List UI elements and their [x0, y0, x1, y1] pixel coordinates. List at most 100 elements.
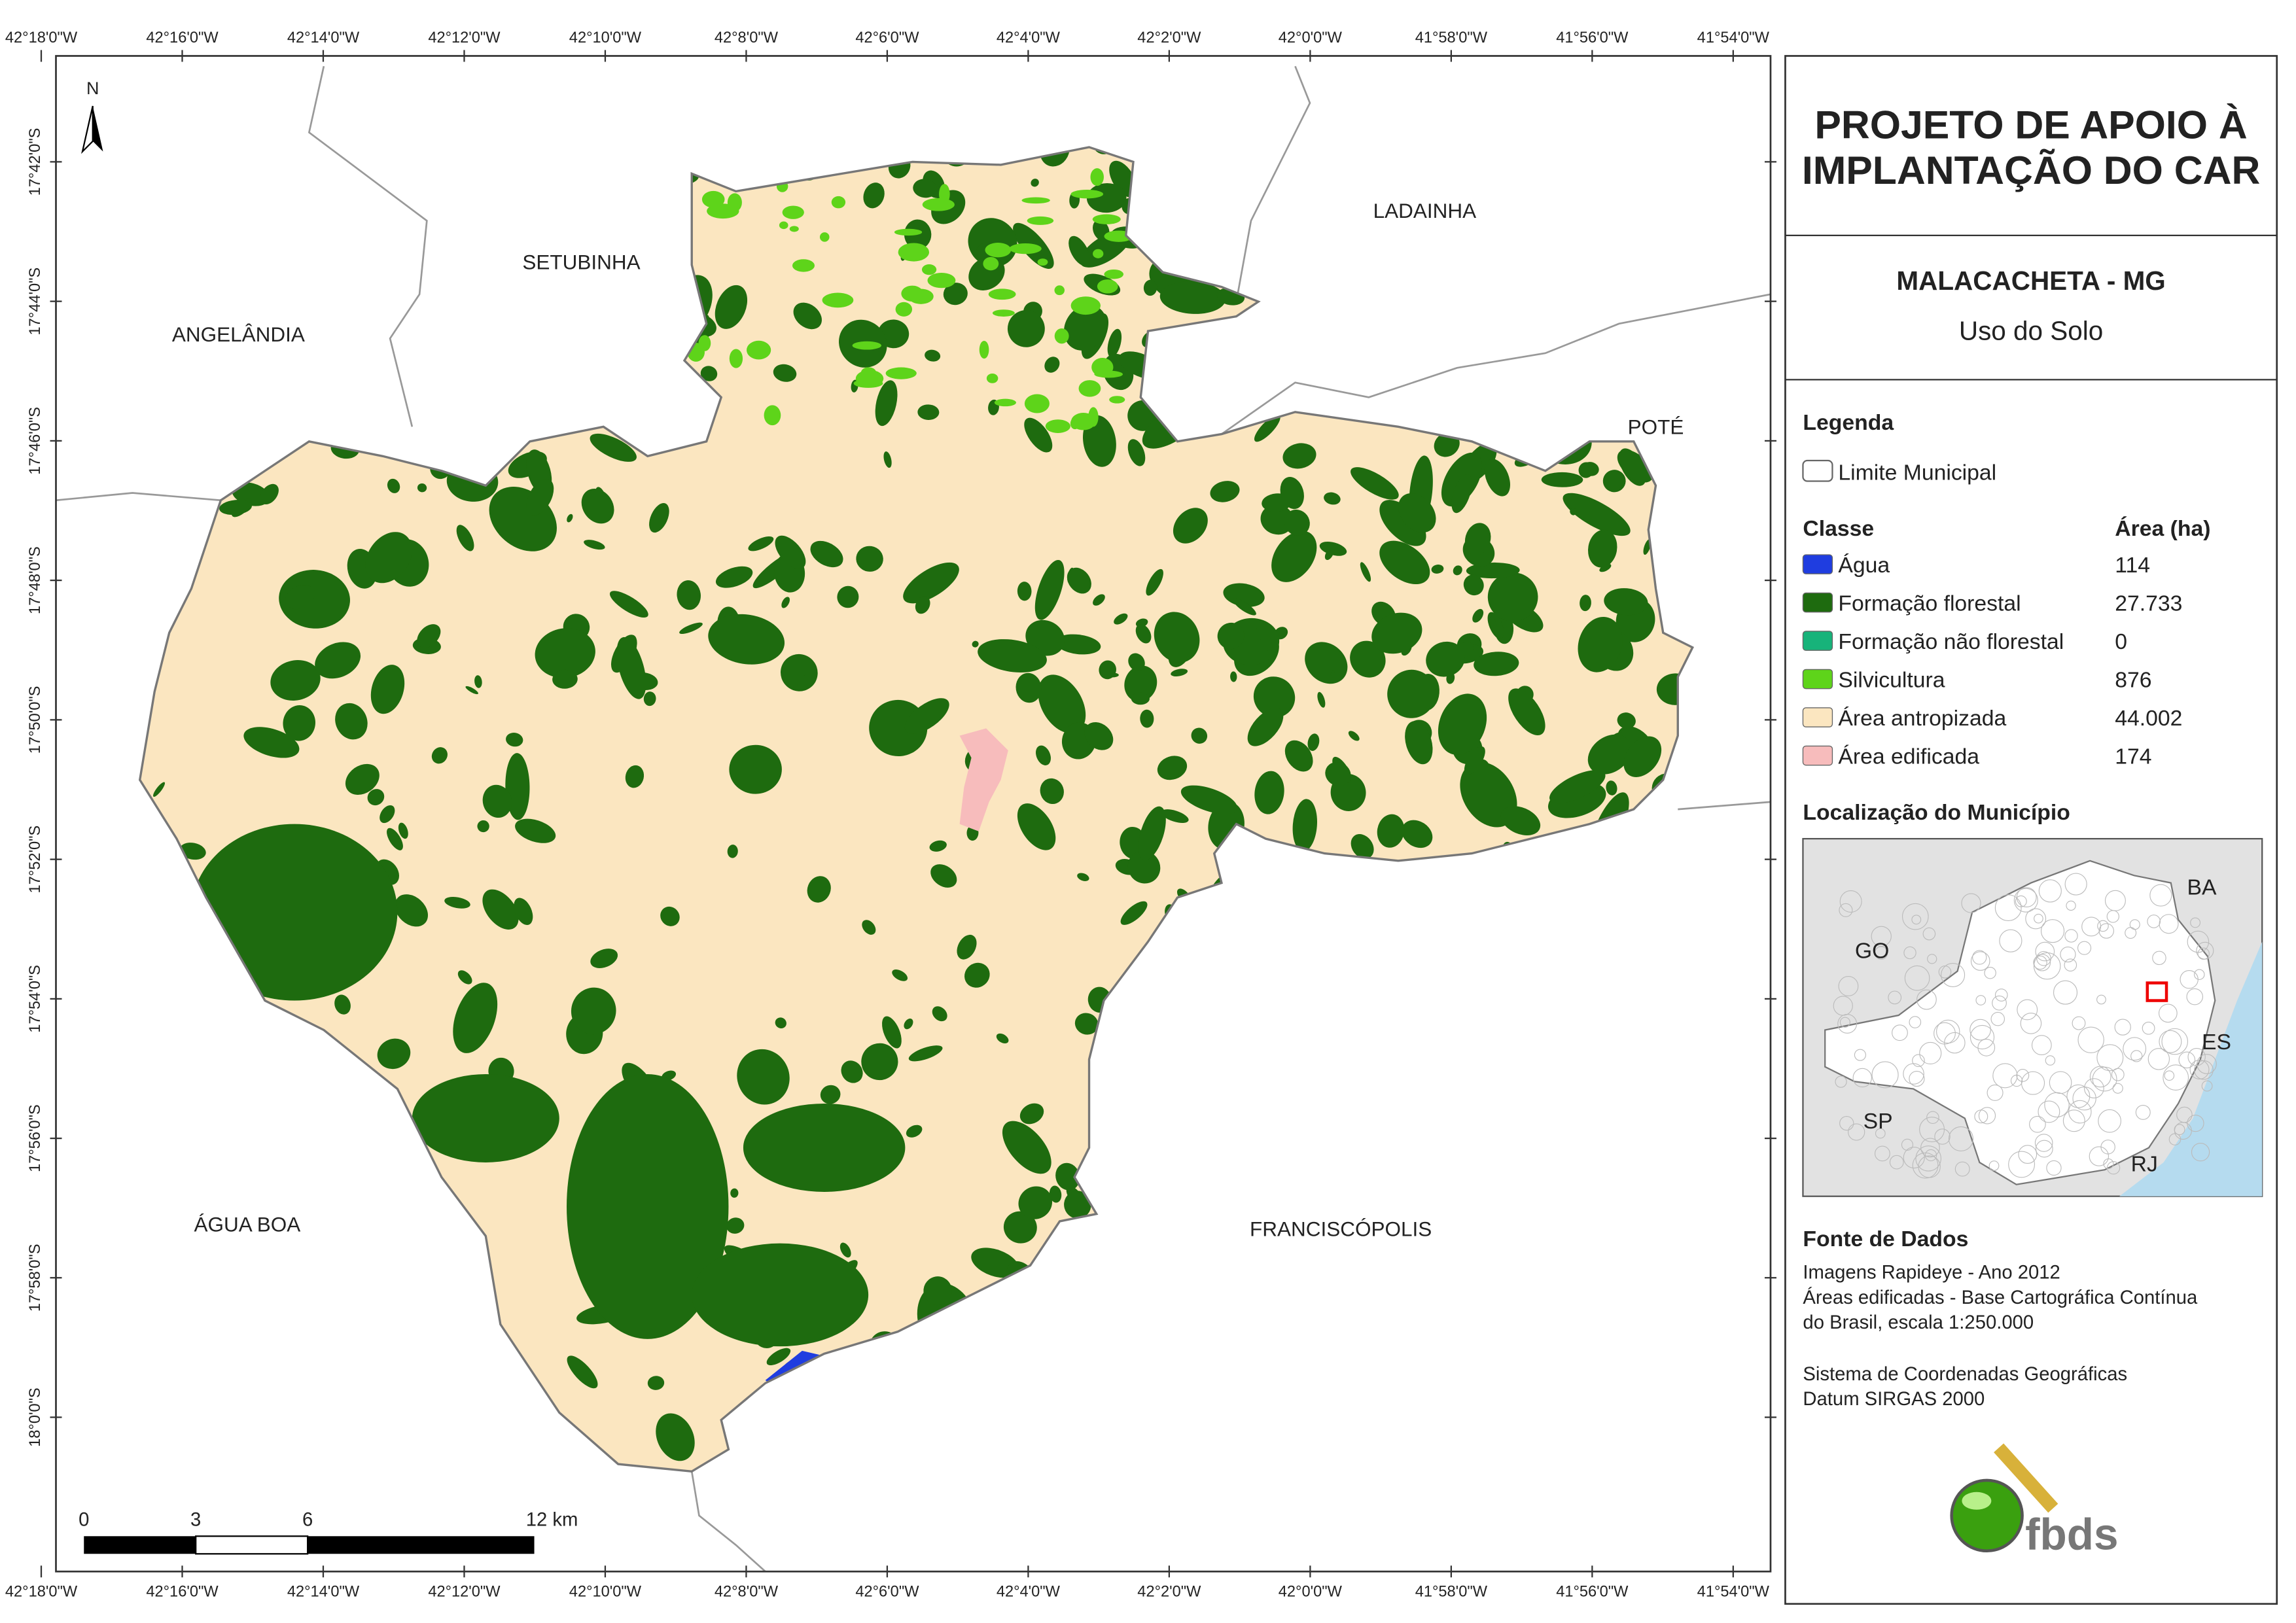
- forest-patch: [191, 824, 398, 1001]
- inset-municipality: [1874, 1145, 1890, 1162]
- silviculture-patch: [792, 259, 815, 272]
- silviculture-patch: [1070, 417, 1080, 430]
- inset-municipality: [2025, 908, 2047, 930]
- graticule-label: 41°58'0"W: [1415, 29, 1488, 46]
- forest-patch: [1292, 799, 1318, 852]
- forest-patch: [1271, 531, 1317, 582]
- inset-municipality: [1920, 1138, 1940, 1158]
- forest-patch: [957, 934, 977, 960]
- inset-municipality: [2049, 1071, 2072, 1094]
- inset-municipality: [1909, 1070, 1925, 1087]
- forest-patch: [1127, 850, 1161, 884]
- inset-municipality: [1919, 1041, 1942, 1065]
- forest-patch: [590, 949, 618, 968]
- forest-patch: [730, 1188, 739, 1198]
- forest-patch: [367, 789, 385, 806]
- inset-municipality: [1992, 995, 2007, 1011]
- forest-patch: [820, 1085, 841, 1104]
- silviculture-patch: [1078, 380, 1101, 397]
- graticule-label: 42°12'0"W: [428, 1584, 501, 1601]
- inset-municipality: [1837, 1014, 1858, 1034]
- forest-patch: [932, 1006, 947, 1022]
- inset-municipality: [2092, 1066, 2117, 1092]
- forest-patch: [1230, 671, 1237, 682]
- forest-patch: [1317, 691, 1326, 708]
- forest-patch: [1217, 622, 1245, 650]
- forest-patch: [1031, 179, 1039, 187]
- legend-swatch: [1802, 554, 1833, 574]
- legend-area: 27.733: [2115, 591, 2182, 616]
- inset-municipality: [1912, 1152, 1939, 1179]
- forest-patch: [1453, 565, 1462, 576]
- forest-patch: [345, 763, 380, 795]
- silviculture-patch: [1024, 394, 1050, 413]
- forest-patch: [1007, 310, 1045, 347]
- silviculture-patch: [782, 205, 804, 219]
- graticule-label: 42°6'0"W: [855, 29, 919, 46]
- forest-patch: [377, 1038, 411, 1070]
- forest-patch: [766, 1348, 791, 1366]
- forest-patch: [417, 483, 427, 493]
- inset-municipality: [2201, 1080, 2213, 1092]
- legend-swatch: [1802, 631, 1833, 651]
- forest-patch: [1180, 785, 1237, 814]
- forest-patch: [1604, 588, 1648, 616]
- silviculture-patch: [992, 309, 1015, 317]
- inset-municipality: [1970, 951, 1990, 971]
- class-header: Classe: [1803, 516, 1874, 541]
- graticule-label: 42°2'0"W: [1137, 1584, 1201, 1601]
- forest-patch: [387, 828, 403, 850]
- inset-municipality: [2018, 1145, 2038, 1164]
- inset-municipality: [2194, 969, 2205, 980]
- forest-patch: [457, 970, 472, 985]
- silviculture-patch: [921, 264, 937, 275]
- forest-patch: [647, 1376, 665, 1390]
- inset-municipality: [2010, 1074, 2023, 1087]
- forest-patch: [335, 703, 368, 740]
- inset-municipality: [2142, 1021, 2155, 1035]
- inset-municipality: [2149, 884, 2172, 907]
- forest-patch: [1034, 559, 1065, 620]
- forest-patch: [1438, 693, 1487, 755]
- forest-patch: [793, 302, 822, 330]
- forest-patch: [243, 727, 300, 758]
- forest-patch: [1135, 624, 1152, 644]
- forest-patch: [1541, 472, 1583, 487]
- municipality: MALACACHETA - MG: [1896, 266, 2165, 296]
- forest-patch: [1451, 474, 1472, 514]
- forest-patch: [571, 987, 616, 1035]
- forest-patch: [1606, 780, 1617, 795]
- inset-municipality: [2097, 920, 2109, 932]
- silviculture-patch: [1045, 419, 1070, 433]
- forest-patch: [904, 698, 949, 734]
- forest-patch: [1472, 608, 1484, 623]
- legend-swatch: [1802, 592, 1833, 613]
- legend-label: Formação florestal: [1838, 591, 2021, 616]
- inset-municipality: [2072, 1016, 2086, 1030]
- forest-patch: [1379, 540, 1430, 585]
- silviculture-patch: [985, 242, 1012, 258]
- forest-patch: [906, 1125, 923, 1138]
- forest-patch: [882, 1016, 902, 1049]
- subtitle: Uso do Solo: [1959, 316, 2103, 346]
- inset-municipality: [2020, 1013, 2042, 1034]
- graticule-label: 17°48'0"S: [27, 546, 44, 614]
- forest-patch: [456, 525, 474, 551]
- forest-patch: [797, 673, 817, 691]
- forest-patch: [883, 451, 892, 468]
- forest-patch: [775, 535, 806, 569]
- forest-patch: [917, 404, 940, 420]
- legend-area: 114: [2115, 553, 2150, 578]
- silviculture-patch: [994, 398, 1016, 407]
- inset-municipality: [2187, 1114, 2204, 1132]
- silviculture-patch: [764, 405, 781, 426]
- inset-municipality: [2106, 1161, 2121, 1175]
- forest-patch: [1256, 619, 1273, 652]
- forest-patch: [567, 1355, 598, 1389]
- inset-municipality: [1909, 1016, 1922, 1028]
- forest-patch: [609, 591, 648, 618]
- forest-patch: [285, 585, 315, 610]
- forest-patch: [610, 635, 637, 673]
- graticule-label: 42°14'0"W: [287, 1584, 360, 1601]
- inset-municipality: [1903, 1063, 1924, 1085]
